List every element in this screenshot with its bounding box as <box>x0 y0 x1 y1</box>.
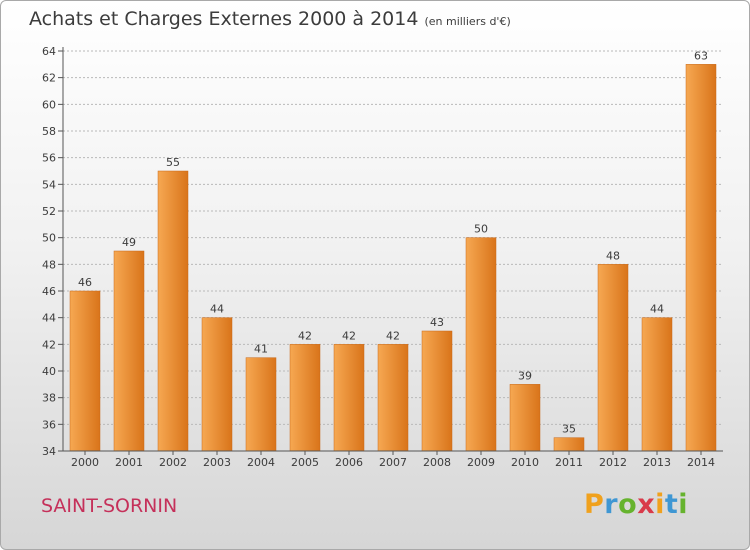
axes <box>58 47 723 455</box>
x-tick-label: 2004 <box>247 456 275 469</box>
chart-subtitle: (en milliers d'€) <box>424 15 511 28</box>
bar-value-label: 42 <box>298 329 312 342</box>
bar-value-label: 42 <box>342 329 356 342</box>
chart-title-text: Achats et Charges Externes 2000 à 2014 <box>29 8 419 30</box>
x-tick-label: 2012 <box>599 456 627 469</box>
y-tick-label: 62 <box>42 72 56 85</box>
y-tick-label: 52 <box>42 205 56 218</box>
logo-letter: t <box>664 489 679 520</box>
logo-letter: i <box>655 489 665 520</box>
y-tick-label: 46 <box>42 285 56 298</box>
bar <box>509 384 541 452</box>
bar <box>289 344 321 452</box>
bar <box>597 264 629 452</box>
commune-name: SAINT-SORNIN <box>41 495 178 517</box>
logo-letter: r <box>604 489 619 520</box>
x-tick-label: 2000 <box>71 456 99 469</box>
y-tick-label: 38 <box>42 392 56 405</box>
y-tick-label: 44 <box>42 312 56 325</box>
bar <box>685 64 717 452</box>
bar <box>113 250 145 452</box>
x-tick-label: 2010 <box>511 456 539 469</box>
y-tick-label: 50 <box>42 232 56 245</box>
y-tick-label: 56 <box>42 152 56 165</box>
x-tick-label: 2009 <box>467 456 495 469</box>
x-tick-label: 2002 <box>159 456 187 469</box>
y-tick-label: 34 <box>42 445 56 458</box>
y-tick-label: 58 <box>42 125 56 138</box>
x-tick-label: 2001 <box>115 456 143 469</box>
x-tick-label: 2007 <box>379 456 407 469</box>
x-tick-label: 2005 <box>291 456 319 469</box>
x-tick-label: 2011 <box>555 456 583 469</box>
y-tick-label: 54 <box>42 178 56 191</box>
proxiti-logo: Proxiti <box>584 489 688 520</box>
bar <box>377 344 409 452</box>
y-tick-label: 40 <box>42 365 56 378</box>
y-tick-label: 48 <box>42 258 56 271</box>
y-tick-label: 64 <box>42 45 56 58</box>
bar-value-label: 42 <box>386 329 400 342</box>
bar-value-label: 44 <box>210 303 224 316</box>
bar <box>157 170 189 452</box>
bar-value-label: 44 <box>650 303 664 316</box>
bar <box>69 290 101 452</box>
bar <box>465 237 497 452</box>
bar-value-label: 48 <box>606 249 620 262</box>
y-tick-label: 42 <box>42 338 56 351</box>
y-tick-label: 36 <box>42 418 56 431</box>
x-tick-label: 2008 <box>423 456 451 469</box>
logo-letter: i <box>678 489 689 520</box>
bar <box>641 317 673 452</box>
bar <box>333 344 365 452</box>
bar <box>245 357 277 452</box>
bar-value-label: 49 <box>122 236 136 249</box>
x-tick-label: 2014 <box>687 456 715 469</box>
bars <box>69 64 717 452</box>
y-tick-label: 60 <box>42 98 56 111</box>
x-tick-label: 2006 <box>335 456 363 469</box>
chart-title: Achats et Charges Externes 2000 à 2014 (e… <box>29 8 511 30</box>
bar-value-label: 43 <box>430 316 444 329</box>
bar <box>421 330 453 452</box>
x-tick-label: 2003 <box>203 456 231 469</box>
bar-value-label: 41 <box>254 343 268 356</box>
x-tick-label: 2013 <box>643 456 671 469</box>
logo-letter: x <box>637 489 656 520</box>
bar <box>201 317 233 452</box>
labels: 34 36 38 40 42 44 46 48 50 52 54 56 58 60 62 64 46 2000 49… <box>42 45 715 469</box>
bar-value-label: 39 <box>518 369 532 382</box>
bar-value-label: 50 <box>474 223 488 236</box>
bar-value-label: 63 <box>694 49 708 62</box>
bar-value-label: 46 <box>78 276 92 289</box>
logo-letter: P <box>584 489 605 520</box>
bar-value-label: 55 <box>166 156 180 169</box>
logo-letter: o <box>618 489 638 520</box>
bar-value-label: 35 <box>562 423 576 436</box>
bar <box>553 437 585 452</box>
